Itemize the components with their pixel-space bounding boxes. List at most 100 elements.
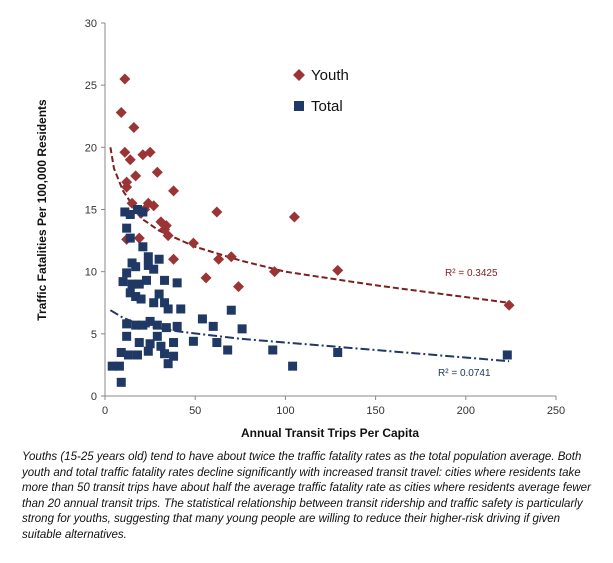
y-tick-label: 15 <box>85 205 97 217</box>
youth-point <box>119 73 131 85</box>
youth-point <box>121 181 133 193</box>
total-point <box>237 324 247 334</box>
total-point <box>116 377 126 387</box>
total-point <box>152 331 162 341</box>
total-point <box>138 242 148 252</box>
total-point <box>143 260 153 270</box>
total-point <box>163 304 173 314</box>
x-tick-label: 250 <box>547 405 565 417</box>
total-point <box>160 349 170 359</box>
youth-point <box>119 146 131 158</box>
total-point <box>122 319 132 329</box>
total-point <box>208 321 218 331</box>
y-tick-label: 5 <box>91 329 97 341</box>
total-point <box>120 207 130 217</box>
youth-point <box>148 200 160 212</box>
total-point <box>154 289 164 299</box>
total-point <box>138 320 148 330</box>
total-point <box>132 205 142 214</box>
youth-point <box>130 170 142 182</box>
total-point <box>116 347 126 357</box>
total-point <box>160 275 170 285</box>
total-point <box>288 361 298 371</box>
y-tick-label: 25 <box>85 80 97 92</box>
total-point <box>268 345 278 355</box>
total-point <box>134 338 144 348</box>
youth-point <box>151 166 163 178</box>
total-point <box>131 292 141 302</box>
total-point <box>143 346 153 356</box>
youth-point <box>144 146 156 158</box>
y-tick-label: 10 <box>85 267 97 279</box>
total-point <box>132 350 142 360</box>
youth-point <box>211 206 223 218</box>
trendlines: R² = 0.3425 R² = 0.0741 <box>109 147 510 379</box>
legend-marker-youth <box>293 69 305 81</box>
total-point <box>212 338 222 348</box>
youth-point <box>225 251 237 263</box>
youth-point <box>124 154 136 166</box>
figure-caption: Youths (15-25 years old) tend to have ab… <box>22 451 591 541</box>
legend-label-youth: Youth <box>311 67 349 84</box>
x-tick-label: 0 <box>102 405 108 417</box>
total-point <box>138 207 148 217</box>
trendline-total <box>109 309 510 363</box>
x-axis-title: Annual Transit Trips Per Capita <box>241 426 419 440</box>
youth-point <box>162 230 174 242</box>
y-tick-label: 0 <box>91 391 97 403</box>
youth-point <box>332 264 344 276</box>
youth-point <box>133 232 145 244</box>
total-point <box>169 338 179 348</box>
total-point <box>136 294 146 304</box>
youth-point <box>168 253 180 265</box>
youth-point <box>232 281 244 293</box>
total-point <box>163 359 173 369</box>
legend-marker-total <box>294 101 304 111</box>
total-point <box>122 331 132 341</box>
total-point <box>145 316 155 326</box>
youth-point <box>200 272 212 284</box>
youth-point <box>213 253 225 265</box>
total-point <box>145 339 155 349</box>
total-point <box>197 314 207 324</box>
total-point <box>172 321 182 331</box>
y-axis-title: Traffic Fatalities Per 100,000 Residents <box>35 99 49 321</box>
x-tick-label: 50 <box>189 405 201 417</box>
total-point <box>123 350 133 360</box>
total-point <box>226 305 236 315</box>
total-point <box>154 254 164 264</box>
chart-axes: 0 5 10 15 20 25 30 0 50 100 150 200 250 <box>85 18 565 417</box>
youth-point <box>503 299 515 311</box>
x-tick-label: 150 <box>366 405 384 417</box>
total-point <box>118 277 128 287</box>
total-point <box>114 361 124 371</box>
total-point <box>149 298 159 308</box>
y-tick-label: 30 <box>85 18 97 30</box>
y-tick-label: 20 <box>85 142 97 154</box>
data-points <box>107 73 515 387</box>
x-tick-label: 200 <box>457 405 475 417</box>
total-point <box>333 347 343 357</box>
total-point <box>141 275 151 285</box>
total-point <box>502 350 512 360</box>
youth-point <box>128 121 140 133</box>
total-point <box>152 320 162 330</box>
total-point <box>131 320 141 330</box>
total-point <box>107 361 117 371</box>
legend-label-total: Total <box>311 98 343 115</box>
total-point <box>223 345 233 355</box>
total-point <box>125 288 135 298</box>
r-squared-label-total: R² = 0.0741 <box>438 368 491 379</box>
total-point <box>156 341 166 351</box>
legend: Youth Total <box>293 67 349 115</box>
total-point <box>122 223 132 233</box>
youth-point <box>168 185 180 197</box>
total-point <box>172 278 182 288</box>
total-point <box>134 279 144 289</box>
x-tick-label: 100 <box>276 405 294 417</box>
scatter-chart: 0 5 10 15 20 25 30 0 50 100 150 200 250 R² = 0.3425R… <box>35 18 565 440</box>
total-point <box>125 209 135 219</box>
youth-point <box>115 107 127 119</box>
total-point <box>169 351 179 361</box>
total-point <box>127 279 137 289</box>
